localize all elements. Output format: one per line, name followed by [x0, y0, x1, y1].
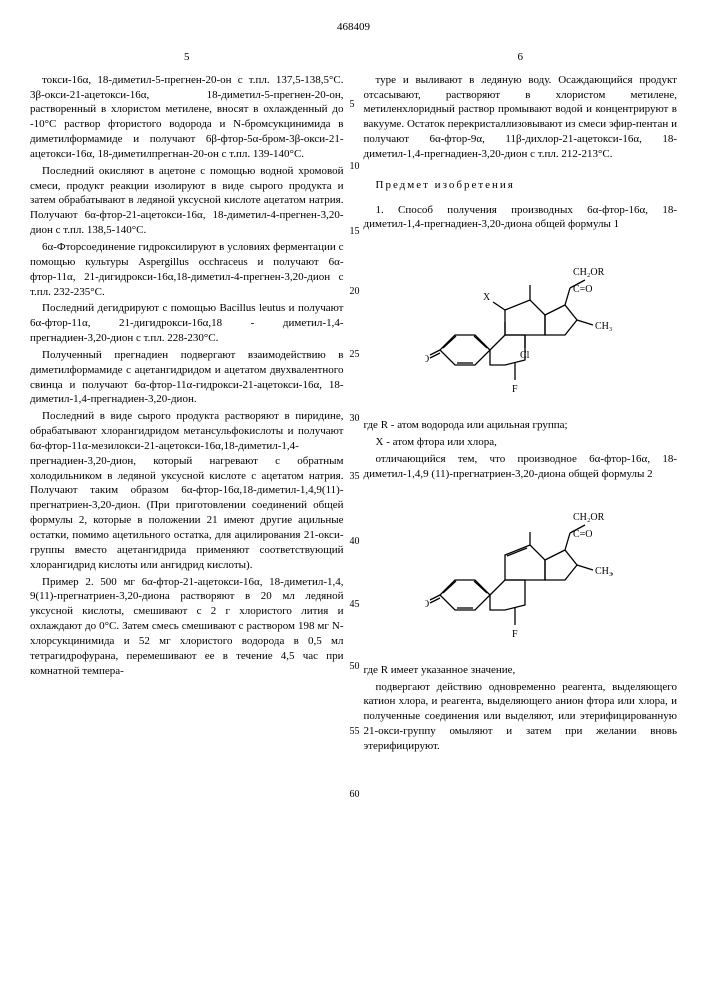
right-p4: X - атом фтора или хлора,	[364, 435, 678, 450]
label-ch2or-2: CH₂OR	[573, 512, 605, 523]
line-marker-25: 25	[350, 348, 360, 362]
right-col-number: 6	[364, 50, 678, 65]
left-p4: Последний дегидрируют с помощью Bacillus…	[30, 301, 344, 346]
right-p5: отличающийся тем, что производное 6α-фто…	[364, 452, 678, 482]
label-ch3-1: CH₃	[595, 321, 612, 332]
label-ch3-2: CH₃	[595, 566, 612, 577]
left-p6: Последний в виде сырого продукта раствор…	[30, 409, 344, 572]
right-p1: туре и выливают в ледяную воду. Осаждающ…	[364, 73, 678, 162]
label-o-1: O	[425, 354, 429, 365]
right-p7: подвергают действию одновременно реагент…	[364, 680, 678, 754]
label-x-1: X	[483, 292, 491, 303]
line-marker-45: 45	[350, 598, 360, 612]
label-comma-2: ,	[611, 566, 614, 577]
label-ch2or-1: CH₂OR	[573, 267, 605, 278]
two-column-layout: 5 токси-16α, 18-диметил-5-прегнен-20-он …	[30, 50, 677, 756]
label-o-2: O	[425, 599, 429, 610]
right-p2: 1. Способ получения производных 6α-фтор-…	[364, 203, 678, 233]
line-marker-30: 30	[350, 412, 360, 426]
line-marker-40: 40	[350, 535, 360, 549]
line-marker-55: 55	[350, 725, 360, 739]
line-marker-20: 20	[350, 285, 360, 299]
steroid-structure-2-icon: CH₂OR C=O CH₃ , F O	[425, 490, 615, 655]
left-col-number: 5	[30, 50, 344, 65]
line-marker-60: 60	[350, 788, 360, 802]
formula-2: CH₂OR C=O CH₃ , F O	[364, 490, 678, 655]
right-p3: где R - атом водорода или ацильная групп…	[364, 418, 678, 433]
line-marker-50: 50	[350, 660, 360, 674]
line-marker-10: 10	[350, 160, 360, 174]
right-column: 5 10 15 20 25 30 35 40 45 50 55 60 6 тур…	[364, 50, 678, 756]
steroid-structure-1-icon: CH₂OR C=O CH₃ X Cl F O	[425, 240, 615, 410]
label-co-1: C=O	[573, 284, 593, 295]
line-marker-15: 15	[350, 225, 360, 239]
label-cl-1: Cl	[520, 350, 530, 361]
claims-section-title: Предмет изобретения	[364, 178, 678, 193]
left-column: 5 токси-16α, 18-диметил-5-прегнен-20-он …	[30, 50, 344, 756]
label-f-1: F	[512, 384, 518, 395]
right-p6: где R имеет указанное значение,	[364, 663, 678, 678]
label-f-2: F	[512, 629, 518, 640]
left-p7: Пример 2. 500 мг 6α-фтор-21-ацетокси-16α…	[30, 575, 344, 679]
left-p2: Последний окисляют в ацетоне с помощью в…	[30, 164, 344, 238]
left-p3: 6α-Фторсоединение гидроксилируют в услов…	[30, 240, 344, 299]
line-marker-35: 35	[350, 470, 360, 484]
patent-number: 468409	[30, 20, 677, 35]
left-p1: токси-16α, 18-диметил-5-прегнен-20-он с …	[30, 73, 344, 162]
left-p5: Полученный прегнадиен подвергают взаимод…	[30, 348, 344, 407]
line-marker-5: 5	[350, 98, 355, 112]
label-co-2: C=O	[573, 529, 593, 540]
formula-1: CH₂OR C=O CH₃ X Cl F O	[364, 240, 678, 410]
